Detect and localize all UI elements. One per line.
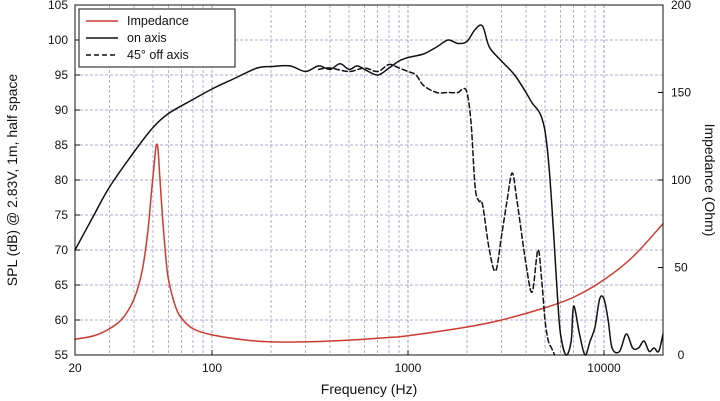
x-tick-label: 100 — [202, 361, 222, 375]
right-axis: 0 50 100 150 200 — [658, 0, 691, 362]
on-axis-line — [74, 24, 664, 356]
y-tick-label: 105 — [48, 0, 68, 12]
x-axis: 20 100 1000 10000 — [68, 350, 621, 375]
y2-tick-label: 150 — [671, 86, 691, 100]
y-tick-label: 70 — [55, 243, 69, 257]
y-tick-label: 80 — [55, 173, 69, 187]
y2-tick-label: 0 — [678, 348, 685, 362]
y2-tick-label: 200 — [671, 0, 691, 12]
y-tick-label: 90 — [55, 103, 69, 117]
y-tick-label: 85 — [55, 138, 69, 152]
legend: Impedance on axis 45° off axis — [78, 8, 236, 68]
y-tick-label: 75 — [55, 208, 69, 222]
x-axis-title: Frequency (Hz) — [321, 381, 417, 397]
y-tick-label: 65 — [55, 278, 69, 292]
y-tick-label: 60 — [55, 313, 69, 327]
series-layer — [74, 24, 664, 356]
legend-label-off-axis: 45° off axis — [127, 48, 189, 62]
y2-tick-label: 100 — [671, 173, 691, 187]
x-tick-label: 10000 — [587, 361, 621, 375]
y-tick-label: 95 — [55, 68, 69, 82]
y-axis-title: SPL (dB) @ 2.83V, 1m, half space — [4, 74, 20, 287]
y2-tick-label: 50 — [674, 261, 688, 275]
impedance-line — [74, 143, 664, 343]
y-tick-label: 55 — [55, 348, 69, 362]
y2-axis-title: Impedance (Ohm) — [702, 124, 718, 237]
legend-label-impedance: Impedance — [127, 14, 189, 28]
x-tick-label: 1000 — [395, 361, 422, 375]
y-tick-label: 100 — [48, 33, 68, 47]
x-tick-label: 20 — [68, 361, 82, 375]
legend-label-on-axis: on axis — [127, 31, 167, 45]
off-axis-line — [317, 63, 556, 356]
left-axis: 55 60 65 70 75 80 85 90 95 100 105 — [48, 0, 80, 362]
